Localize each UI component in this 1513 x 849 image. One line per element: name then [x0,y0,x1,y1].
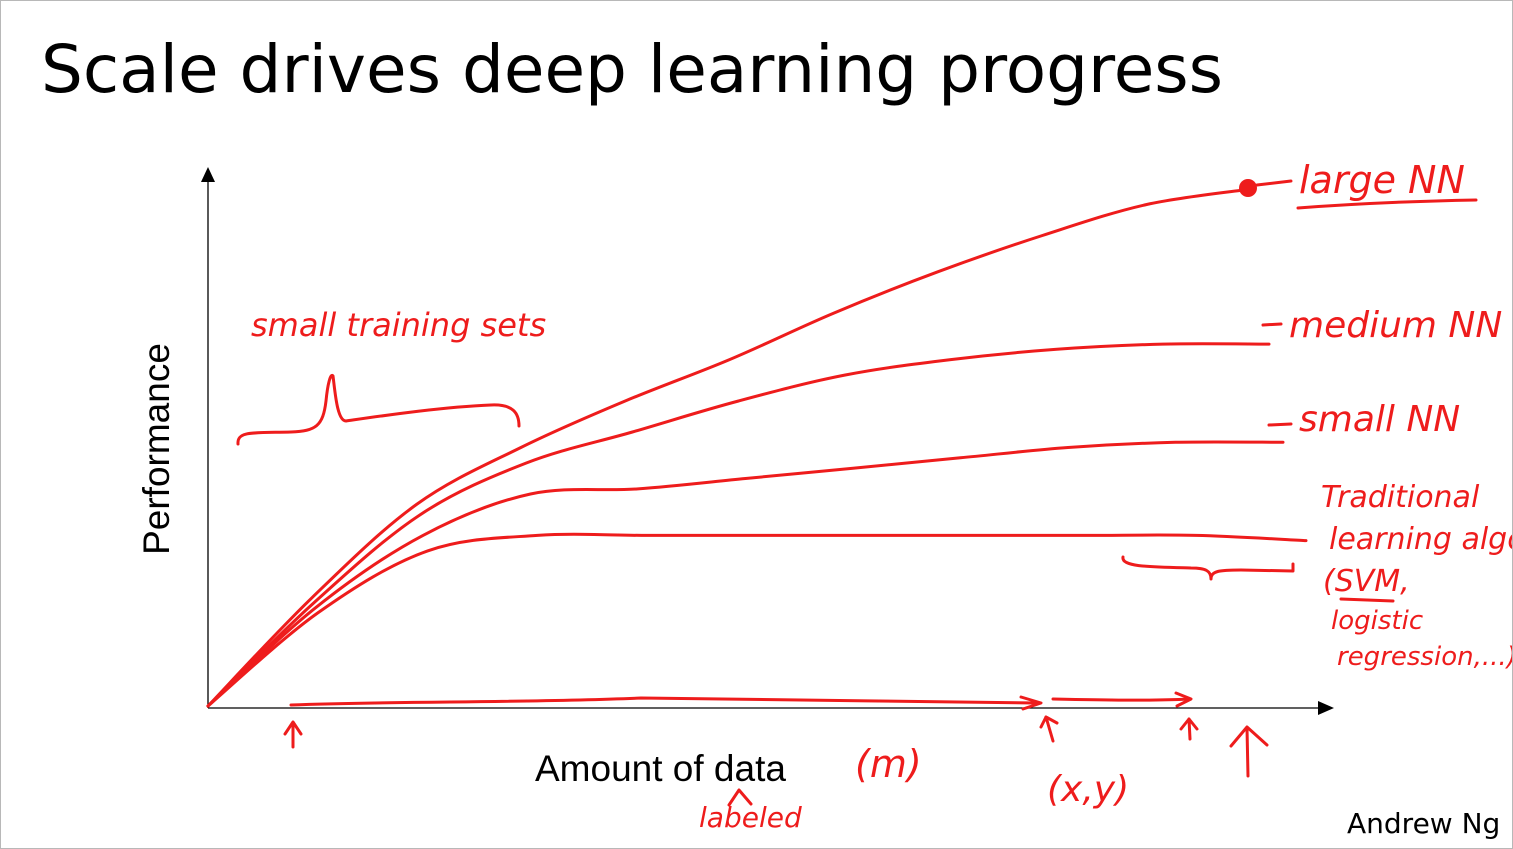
series-line-2 [206,440,1285,708]
label-traditional-3: (SVM, [1323,564,1410,599]
medium-nn-connector [1261,322,1283,327]
label-small-nn: small NN [1299,399,1460,440]
author-credit: Andrew Ng [1347,807,1501,840]
tick-arrow-mid-data [1039,715,1059,743]
small-data-brace [236,373,521,446]
large-data-brace [1121,555,1295,581]
labeled-caret [727,788,753,807]
tick-arrow-large-data [1179,717,1199,741]
series-line-3 [206,532,1308,708]
data-growth-arrow-2 [1051,697,1191,702]
series-line-0 [206,187,1253,708]
big-arrow-up [1229,725,1269,778]
label-traditional-1: Traditional [1321,480,1480,515]
label-traditional-2: learning algo [1329,522,1512,557]
label-traditional-4: logistic [1331,606,1423,636]
label-medium-nn: medium NN [1289,305,1502,346]
label-traditional-5: regression,...) [1337,642,1512,672]
x-axis-label: Amount of data [535,748,786,789]
large-nn-connector [1255,179,1293,187]
data-growth-arrow-1 [289,696,1038,707]
data-growth-arrowhead-1 [1019,695,1043,711]
large-nn-underline [1296,198,1478,210]
label-large-nn: large NN [1299,158,1465,202]
tick-arrow-small-data [283,720,303,749]
svm-underline [1339,597,1395,603]
y-axis-label: Performance [136,343,177,555]
x-axis-arrowhead [1318,701,1334,715]
series-layer [206,187,1308,708]
y-axis-arrowhead [201,167,215,182]
large-nn-endpoint-dot [1239,179,1257,197]
label-labeled: labeled [699,801,802,834]
label-xy: (x,y) [1047,769,1129,810]
small-nn-connector [1267,422,1293,427]
series-line-1 [206,342,1271,708]
label-m: (m) [855,742,922,786]
label-small-training-sets: small training sets [251,306,546,344]
slide-title: Scale drives deep learning progress [41,31,1224,108]
data-growth-arrowhead-2 [1174,691,1193,708]
